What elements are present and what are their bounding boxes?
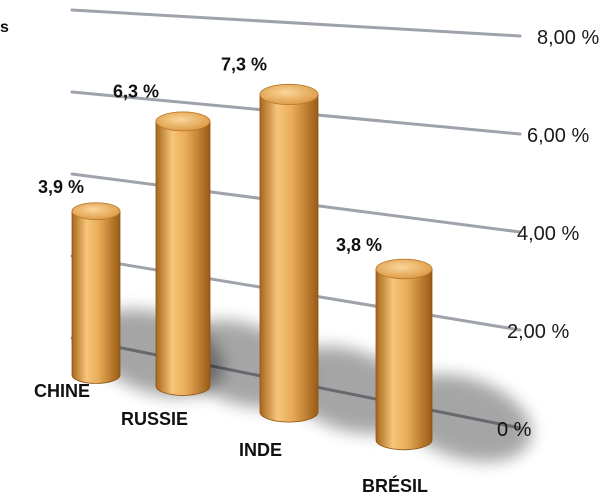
data-label: 7,3 % — [221, 54, 267, 74]
y-tick-label: 6,00 % — [527, 125, 589, 147]
bar-inde — [259, 83, 319, 423]
category-labels: CHINE RUSSIE INDE BRÉSIL — [34, 381, 428, 496]
bar-body — [375, 268, 433, 451]
bar-russie — [155, 111, 211, 396]
gridline — [70, 8, 522, 38]
y-tick-label: 8,00 % — [537, 27, 599, 49]
y-tick-label: 4,00 % — [517, 223, 579, 245]
category-label: BRÉSIL — [362, 475, 428, 496]
bar-top-cap — [375, 258, 433, 280]
bar-body — [71, 210, 121, 384]
bar-body — [155, 121, 211, 396]
bar-body — [259, 94, 319, 423]
y-axis-ticks: 0 %2,00 %4,00 %6,00 %8,00 % — [497, 27, 599, 441]
data-label: 6,3 % — [113, 81, 159, 101]
data-label: 3,9 % — [38, 177, 84, 197]
y-tick-label: 2,00 % — [507, 321, 569, 343]
data-label: 3,8 % — [336, 235, 382, 255]
data-labels: 3,9 % 6,3 % 7,3 % 3,8 % — [38, 54, 382, 255]
bar-top-cap — [155, 111, 211, 132]
bars — [71, 83, 433, 451]
bar-top-cap — [71, 202, 121, 221]
bar-chine — [71, 202, 121, 384]
category-label: RUSSIE — [121, 409, 188, 429]
bar-top-cap — [259, 83, 319, 105]
edge-fragment-text: s — [0, 19, 9, 36]
bar-brésil — [375, 258, 433, 451]
category-label: CHINE — [34, 381, 90, 401]
category-label: INDE — [239, 440, 282, 460]
